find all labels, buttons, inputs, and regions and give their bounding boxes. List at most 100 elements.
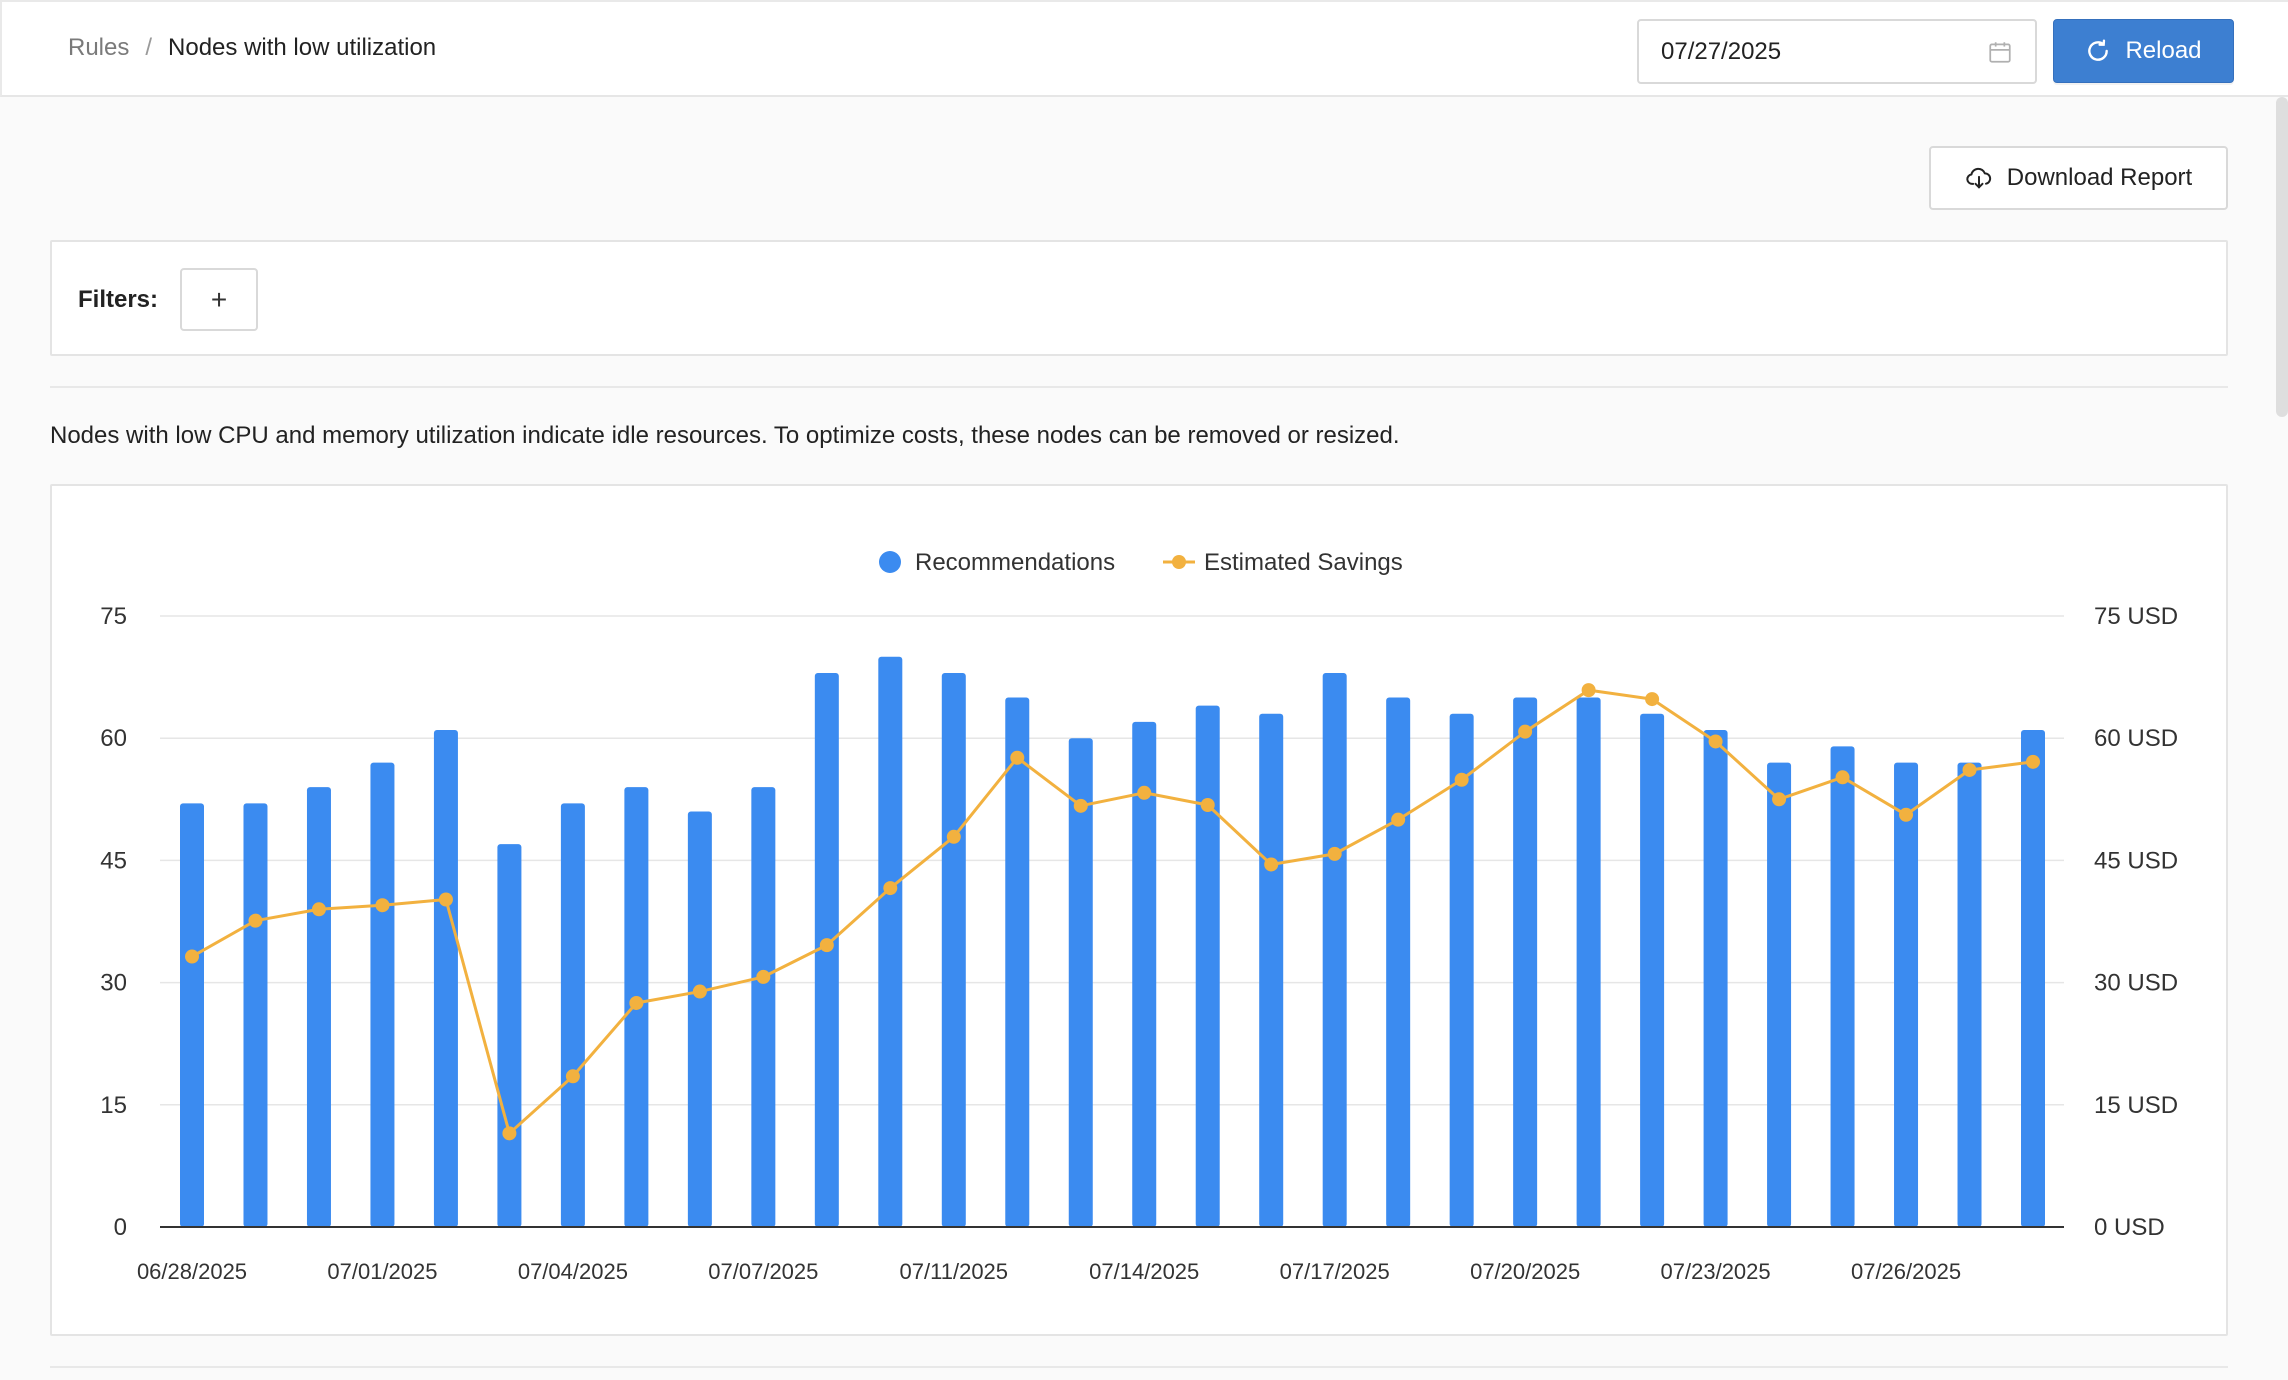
download-report-label: Download Report [2006,164,2193,191]
top-bar: Rules / Nodes with low utilization 07/27… [0,0,2288,97]
bar [560,803,585,1227]
bar [1513,697,1538,1227]
bar [1005,697,1030,1227]
savings-point [1581,683,1596,698]
bar [878,656,903,1227]
x-tick-label: 06/28/2025 [137,1259,247,1284]
x-tick-label: 07/23/2025 [1661,1259,1771,1284]
y-right-tick-label: 60 USD [2094,725,2178,752]
page-title: Nodes with low utilization [168,34,437,61]
x-tick-label: 07/20/2025 [1470,1259,1580,1284]
chart-card: 0 15 30 45 60 75 0 USD 15 USD 30 USD 45 USD 60 USD… [50,484,2228,1336]
bar [1894,762,1919,1227]
line-series-estimated-savings [185,683,2040,1141]
date-picker[interactable]: 07/27/2025 [1637,19,2037,84]
axes: 0 15 30 45 60 75 0 USD 15 USD 30 USD 45 USD 60 USD… [100,603,2178,1284]
breadcrumb-rules-link[interactable]: Rules [68,34,130,61]
bar [243,803,268,1227]
divider [50,1366,2228,1368]
savings-point [248,913,263,928]
grid-lines [160,615,2064,1106]
bar [941,673,966,1227]
filters-label: Filters: [78,286,159,313]
savings-point [1327,846,1342,861]
reload-label: Reload [2125,37,2202,64]
savings-point [565,1069,580,1084]
y-right-tick-label: 45 USD [2094,847,2178,874]
y-right-tick-label: 0 USD [2094,1214,2165,1241]
y-left-tick-label: 75 [100,603,127,630]
bar [1322,673,1347,1227]
bar [180,803,204,1227]
savings-point [1772,792,1787,807]
legend-label-estimated-savings: Estimated Savings [1204,549,1403,576]
savings-point [2026,754,2040,769]
bar [2021,730,2045,1227]
savings-point [185,949,199,964]
savings-point [946,829,961,844]
calendar-icon[interactable] [1987,39,2013,65]
savings-point [756,969,771,984]
savings-point [692,984,707,999]
add-filter-button[interactable]: + [180,268,258,331]
savings-point [1899,807,1914,822]
filters-panel: Filters: + [50,240,2228,356]
x-tick-label: 07/07/2025 [708,1259,818,1284]
divider [50,386,2228,388]
reload-button[interactable]: Reload [2053,19,2234,83]
savings-point [819,938,834,953]
bar [1449,713,1474,1227]
chart-legend: Recommendations Estimated Savings [879,549,1403,576]
bar [1386,697,1411,1227]
y-left-tick-label: 30 [100,970,127,997]
savings-point [1137,785,1152,800]
savings-point [1073,798,1088,813]
bar [1195,705,1220,1227]
savings-point [1391,812,1406,827]
bar [687,811,712,1227]
savings-point [1454,772,1469,787]
rule-description: Nodes with low CPU and memory utilizatio… [50,422,1400,449]
bar-series-recommendations [180,656,2045,1227]
cloud-download-icon [1966,167,1991,189]
savings-point [1518,724,1533,739]
savings-point [883,881,898,896]
bar [1576,697,1601,1227]
recommendations-savings-chart: 0 15 30 45 60 75 0 USD 15 USD 30 USD 45 USD 60 USD… [100,549,2178,1284]
legend-marker-recommendations [879,551,901,573]
bar [1957,762,1982,1227]
bar [751,787,776,1227]
y-left-tick-label: 60 [100,725,127,752]
bar [497,844,522,1227]
savings-point [1962,762,1977,777]
savings-point [1835,770,1850,785]
bar [1640,713,1665,1227]
breadcrumb: Rules / Nodes with low utilization [68,34,436,62]
date-input-value[interactable]: 07/27/2025 [1661,37,1782,65]
legend-label-recommendations: Recommendations [915,549,1115,576]
bar [1259,713,1284,1227]
bar [1132,721,1157,1227]
x-tick-label: 07/11/2025 [900,1259,1008,1284]
scrollbar-thumb[interactable] [2276,97,2288,417]
savings-point [1200,798,1215,813]
savings-point [1708,734,1723,749]
savings-point [438,892,453,907]
x-tick-label: 07/17/2025 [1280,1259,1390,1284]
bar [433,730,458,1227]
savings-point [1010,750,1025,765]
x-tick-label: 07/14/2025 [1089,1259,1199,1284]
savings-line [191,688,2034,1135]
savings-point [502,1126,517,1141]
savings-point [311,902,326,917]
savings-point [629,995,644,1010]
y-left-tick-label: 45 [100,847,127,874]
y-right-tick-label: 30 USD [2094,970,2178,997]
breadcrumb-separator: / [145,34,153,61]
download-report-button[interactable]: Download Report [1929,146,2228,210]
y-left-tick-label: 0 [114,1214,127,1241]
x-tick-label: 07/04/2025 [518,1259,628,1284]
bar [1830,746,1855,1227]
x-tick-label: 07/01/2025 [327,1259,437,1284]
bar [306,787,331,1227]
